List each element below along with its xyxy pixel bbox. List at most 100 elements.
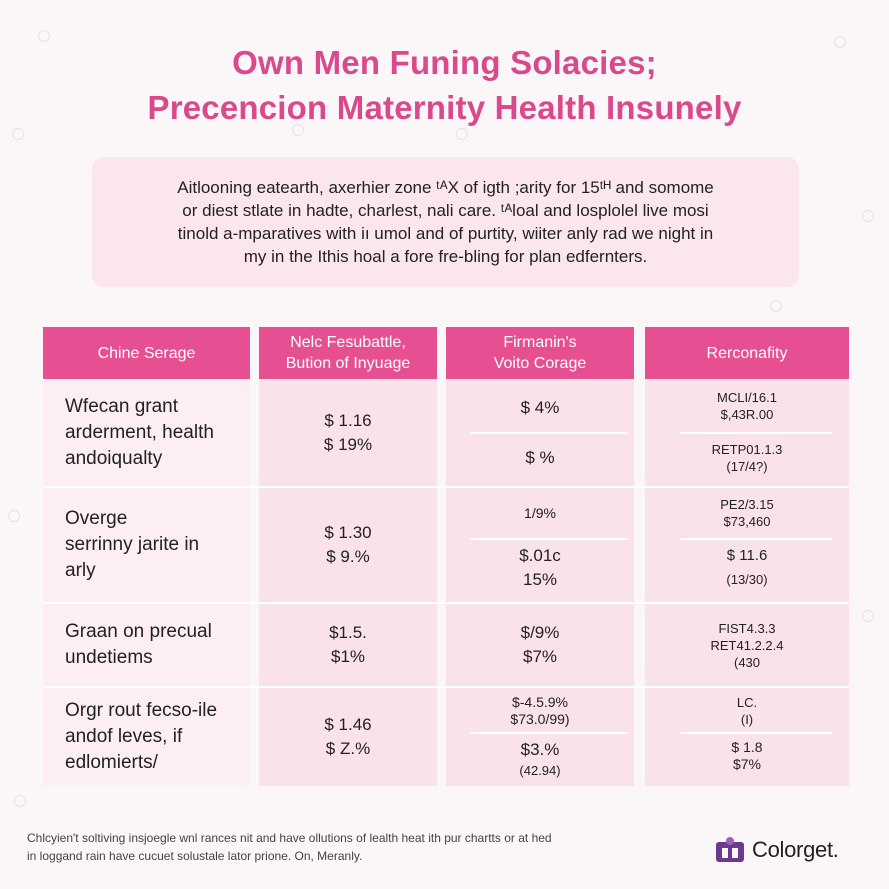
cell-value: $ 4%: [520, 398, 560, 417]
cell-value: $73.0/99): [510, 711, 570, 727]
page-title-line: Own Men Funing Solacies;: [232, 44, 657, 81]
footer-note: Chlcyien't soltiving insjoegle wnl rance…: [27, 829, 707, 865]
cell-value: (13/30): [726, 572, 768, 587]
cell-value: $-4.5.9%: [511, 694, 569, 710]
table-cell: FIST4.3.3 RET41.2.2.4 (430: [645, 605, 849, 685]
table-cell: $ %: [446, 438, 634, 478]
column-header-label: Nelc Fesubattle,: [290, 334, 406, 351]
column-header-label: Firmanin's: [503, 334, 577, 351]
column-header: Nelc Fesubattle, Bution of Inyuage: [259, 327, 437, 379]
decor-dot: [292, 124, 304, 136]
table-cell: $ 1.8 $7%: [645, 736, 849, 776]
cell-divider: [680, 538, 832, 540]
cell-value: $.01c: [519, 546, 561, 565]
cell-value: $ Z.%: [325, 739, 371, 758]
table-cell: LC. (I): [645, 692, 849, 730]
page-title: Own Men Funing Solacies; Precencion Mate…: [0, 40, 889, 130]
cell-value: RETP01.1.3: [711, 442, 783, 457]
cell-value: FIST4.3.3: [718, 620, 776, 636]
table-cell: $1.5. $1%: [259, 605, 437, 685]
page-title-line: Precencion Maternity Health Insunely: [147, 89, 742, 126]
cell-divider: [470, 732, 628, 734]
brand-name: Colorget.: [752, 837, 839, 862]
decor-dot: [770, 300, 782, 312]
cell-value: $1%: [330, 647, 366, 666]
table-cell: $ 4%: [446, 388, 634, 428]
cell-divider: [470, 538, 628, 540]
decor-dot: [862, 210, 874, 222]
row-label: Graan on precual undetiems: [43, 605, 250, 685]
row-divider: [43, 686, 849, 688]
table-cell: $ 1.16 $ 19%: [259, 381, 437, 485]
row-label-line: Orgr rout fecso-ile: [65, 700, 218, 721]
cell-value: RET41.2.2.4: [710, 637, 784, 653]
brand-icon: [716, 837, 744, 862]
table-cell: RETP01.1.3 (17/4?): [645, 436, 849, 480]
row-label-line: andof leves, if: [65, 726, 183, 747]
row-label-line: arly: [65, 560, 96, 581]
row-label-line: undetiems: [65, 647, 153, 668]
decor-dot: [834, 36, 846, 48]
cell-value: $ 1.46: [324, 715, 372, 734]
table-cell: $.01c 15%: [446, 542, 634, 594]
brand-logo: Colorget.: [714, 835, 839, 865]
cell-value: LC.: [736, 695, 758, 710]
cell-value: $73,460: [723, 514, 771, 529]
cell-divider: [470, 432, 628, 434]
row-label-line: serrinny jarite in: [65, 534, 200, 555]
row-label: Overge serrinny jarite in arly: [43, 489, 250, 601]
table-column: [259, 327, 437, 786]
cell-value: $,43R.00: [720, 407, 774, 422]
column-header: Chine Serage: [43, 327, 250, 379]
cell-value: $ 11.6: [726, 547, 768, 564]
table-cell: MCLI/16.1 $,43R.00: [645, 384, 849, 428]
row-label-line: andoiqualty: [65, 448, 163, 469]
cell-value: MCLI/16.1: [717, 390, 777, 405]
footer-line: in loggand rain have cucuet solustale la…: [27, 849, 363, 863]
table-column: [43, 327, 250, 786]
decor-dot: [12, 128, 24, 140]
cell-value: (430: [733, 654, 761, 670]
intro-line: or diest stlate in hadte, charlest, nali…: [182, 201, 709, 220]
decor-dot: [862, 610, 874, 622]
decor-dot: [8, 510, 20, 522]
row-label-line: Graan on precual: [65, 621, 212, 642]
cell-value: (I): [740, 712, 754, 727]
cell-value: $1.5.: [329, 623, 367, 642]
table-cell: $ 1.46 $ Z.%: [259, 689, 437, 785]
row-label: Wfecan grant arderment, health andoiqual…: [43, 381, 250, 485]
row-label-line: Overge: [65, 508, 128, 529]
table-cell: PE2/3.15 $73,460: [645, 492, 849, 534]
intro-line: Aitlooning eatearth, axerhier zone ᵗᴬX o…: [177, 178, 714, 197]
cell-value: PE2/3.15: [720, 497, 774, 512]
table-cell: $ 1.30 $ 9.%: [259, 489, 437, 601]
row-label: Orgr rout fecso-ile andof leves, if edlo…: [43, 689, 250, 785]
cell-value: 15%: [522, 570, 558, 589]
table-cell: $/9% $7%: [446, 605, 634, 685]
table-cell: $3.% (42.94): [446, 736, 634, 782]
row-label-line: edlomierts/: [65, 752, 158, 773]
decor-dot: [14, 795, 26, 807]
cell-value: $ 1.8: [731, 739, 763, 755]
column-header: Firmanin's Voito Corage: [446, 327, 634, 379]
decor-dot: [38, 30, 50, 42]
column-header-label: Bution of Inyuage: [285, 355, 411, 372]
column-header-label: Chine Serage: [97, 344, 196, 362]
cell-value: $ 19%: [323, 435, 373, 454]
table-cell: 1/9%: [446, 494, 634, 532]
column-header-label: Rerconafity: [706, 344, 788, 362]
row-label-line: Wfecan grant: [65, 396, 178, 417]
cell-value: (17/4?): [726, 459, 768, 474]
cell-divider: [680, 732, 832, 734]
cell-value: $ 1.30: [324, 523, 372, 542]
table-column: [645, 327, 849, 786]
column-header: Rerconafity: [645, 327, 849, 379]
cell-value: $ 1.16: [324, 411, 372, 430]
column-header-label: Voito Corage: [493, 355, 587, 372]
cell-value: $ 9.%: [326, 547, 370, 566]
row-divider: [43, 602, 849, 604]
cell-value: $/9%: [520, 623, 560, 642]
row-label-line: arderment, health: [65, 422, 214, 443]
cell-value: (42.94): [519, 763, 561, 778]
intro-line: tinold a-mparatives with iı umol and of …: [177, 224, 714, 243]
